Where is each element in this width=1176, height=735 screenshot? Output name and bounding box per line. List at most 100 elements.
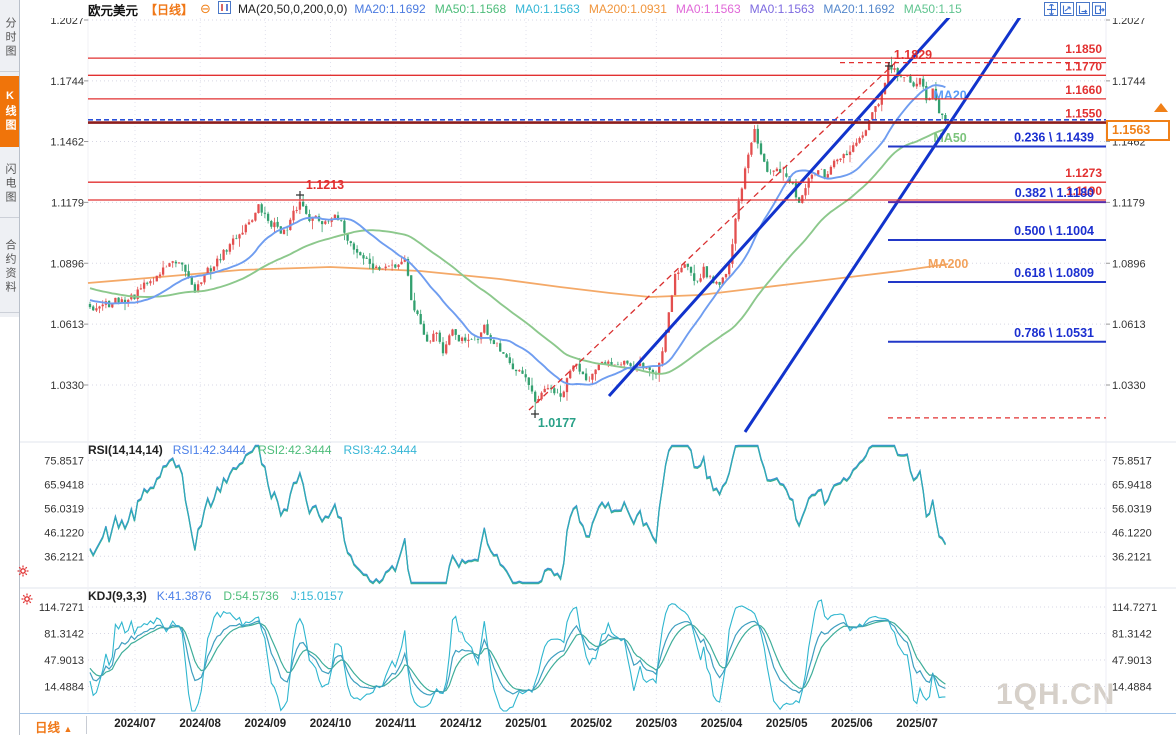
sidebar-tab-4[interactable]: 合约资料 [0, 221, 19, 313]
y-axis-label: 1.0896 [1112, 258, 1146, 270]
x-axis-month-label: 2024/09 [244, 718, 287, 730]
kdj-k-line [89, 619, 946, 696]
ma-value: MA0:1.1563 [675, 2, 741, 16]
y-axis-label: 75.8517 [44, 455, 84, 467]
candle-wicks-down [89, 56, 946, 418]
x-axis-month-label: 2025/04 [700, 718, 743, 730]
rsi-header: RSI(14,14,14) RSI1:42.3444 RSI2:42.3444 RS… [88, 443, 429, 457]
x-axis-month-label: 2024/12 [440, 718, 482, 730]
sidebar-empty-area [0, 317, 19, 735]
kdj-title: KDJ(9,3,3) [88, 589, 147, 603]
level-label: 1.1850 [1065, 42, 1102, 56]
y-axis-label: 46.1220 [1112, 527, 1152, 539]
price-up-arrow-icon [1154, 103, 1168, 112]
ma-value: MA50:1.15 [903, 2, 962, 16]
ma20-label: MA20 [933, 88, 966, 102]
rsi-settings-icon[interactable] [17, 564, 29, 582]
sidebar-tab-1[interactable]: 分时图 [0, 4, 19, 72]
y-axis-label: 36.2121 [1112, 551, 1152, 563]
fib-label: 0.500 \ 1.1004 [1014, 224, 1094, 238]
indicator-value: J:15.0157 [290, 589, 344, 603]
y-axis-label: 81.3142 [1112, 628, 1152, 640]
ma20-line [89, 84, 946, 386]
candle-wicks-up [96, 61, 934, 403]
chart-toolbar [1044, 2, 1106, 16]
symbol-name: 欧元美元 [88, 3, 139, 18]
y-axis-label: 1.1179 [51, 197, 84, 209]
ma-value: MA200:1.0931 [588, 2, 667, 16]
sidebar-tab-2[interactable]: K线图 [0, 76, 19, 147]
y-axis-label: 1.0330 [1112, 380, 1146, 392]
y-axis-label: 65.9418 [44, 479, 84, 491]
y-axis-label: 1.1744 [50, 76, 84, 88]
pan-crosshair-icon[interactable] [1044, 2, 1058, 16]
y-axis-label: 56.0319 [1112, 503, 1152, 515]
x-axis-month-label: 2024/10 [309, 718, 352, 730]
scale-x-axis-icon[interactable] [1060, 2, 1074, 16]
x-axis-month-label: 2024/07 [114, 718, 156, 730]
indicator-value: RSI3:42.3444 [343, 443, 417, 457]
x-axis-month-label: 2024/11 [375, 718, 417, 730]
scale-y-axis-icon[interactable] [1076, 2, 1090, 16]
level-label: 1.1660 [1065, 83, 1102, 97]
ma-formula: MA(20,50,0,200,0,0) [237, 2, 348, 16]
ma50-line [89, 128, 946, 375]
trendline[interactable] [607, 12, 954, 398]
x-axis-month-label: 2025/03 [635, 718, 678, 730]
kdj-settings-icon[interactable] [21, 592, 33, 610]
y-axis-label: 1.0613 [1112, 319, 1146, 331]
rsi1-line [89, 444, 946, 584]
left-sidebar: 分时图 K线图闪电图合约资料 [0, 0, 20, 735]
y-axis-label: 46.1220 [44, 527, 84, 539]
y-axis-label: 1.1744 [1112, 76, 1146, 88]
rsi2-line [89, 446, 946, 585]
period-selector[interactable]: 日线 ▲ [35, 721, 73, 735]
ma200-label: MA200 [928, 257, 968, 271]
exit-view-icon[interactable] [1092, 2, 1106, 16]
y-axis-label: 14.4884 [44, 681, 84, 693]
collapse-icon[interactable]: ⊖ [200, 1, 211, 16]
price-annotation: 1.1213 [306, 178, 344, 192]
rsi3-line [89, 445, 946, 584]
fib-label: 0.236 \ 1.1439 [1014, 130, 1094, 144]
y-axis-label: 75.8517 [1112, 455, 1152, 467]
level-label: 1.1550 [1065, 107, 1102, 121]
x-axis-month-label: 2025/02 [570, 718, 612, 730]
cross-marker [296, 191, 304, 199]
sidebar-tab-3[interactable]: 闪电图 [0, 150, 19, 218]
time-axis-bar: 日线 ▲ 2024/07 2024/08 2024/09 2024/10 2024/11… [20, 713, 1176, 735]
kdj-j-line [89, 599, 946, 712]
y-axis-label: 36.2121 [44, 551, 84, 563]
y-axis-label: 1.0330 [50, 380, 84, 392]
y-axis-label: 81.3142 [44, 628, 84, 640]
ma200-line [87, 263, 949, 298]
divider [86, 716, 87, 734]
x-axis-month-label: 2025/06 [831, 718, 873, 730]
indicator-chart-icon[interactable] [217, 1, 231, 17]
y-axis-label: 65.9418 [1112, 479, 1152, 491]
y-axis-label: 14.4884 [1112, 681, 1152, 693]
x-axis-month-label: 2025/07 [896, 718, 938, 730]
price-annotation: 1.1829 [894, 48, 932, 62]
indicator-value: D:54.5736 [223, 589, 279, 603]
fib-label: 0.618 \ 1.0809 [1014, 266, 1094, 280]
trendline[interactable] [528, 59, 899, 411]
y-axis-label: 1.1179 [1112, 197, 1145, 209]
kdj-header: KDJ(9,3,3) K:41.3876 D:54.5736 J:15.0157 [88, 589, 356, 603]
ma-value: MA0:1.1563 [749, 2, 815, 16]
y-axis-label: 47.9013 [1112, 655, 1152, 667]
y-axis-label: 1.0613 [50, 319, 84, 331]
cross-marker [885, 62, 893, 70]
kdj-d-line [89, 620, 946, 693]
indicator-value: K:41.3876 [156, 589, 212, 603]
chart-header: 欧元美元 【日线】 ⊖ MA(20,50,0,200,0,0) MA20:1.1… [20, 0, 1176, 18]
trendline[interactable] [743, 13, 1024, 433]
indicator-value: RSI1:42.3444 [172, 443, 247, 457]
period-label: 【日线】 [145, 2, 194, 17]
ma-value: MA20:1.1692 [823, 2, 895, 16]
y-axis-label: 47.9013 [44, 655, 84, 667]
y-axis-label: 1.2027 [50, 15, 84, 27]
watermark: 1QH.CN [996, 678, 1116, 711]
